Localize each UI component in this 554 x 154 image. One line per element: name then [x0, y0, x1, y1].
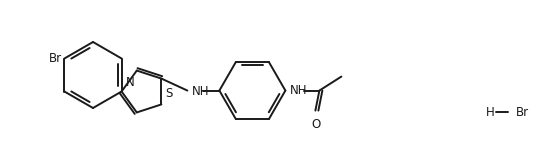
Text: Br: Br	[49, 52, 63, 65]
Text: H: H	[486, 105, 494, 118]
Text: S: S	[166, 87, 173, 100]
Text: N: N	[126, 76, 135, 89]
Text: NH: NH	[289, 84, 307, 97]
Text: Br: Br	[516, 105, 529, 118]
Text: O: O	[312, 118, 321, 131]
Text: NH: NH	[191, 85, 209, 98]
